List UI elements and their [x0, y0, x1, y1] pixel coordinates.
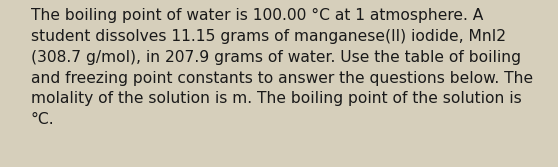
Text: The boiling point of water is 100.00 °C at 1 atmosphere. A
student dissolves 11.: The boiling point of water is 100.00 °C … — [31, 8, 533, 127]
